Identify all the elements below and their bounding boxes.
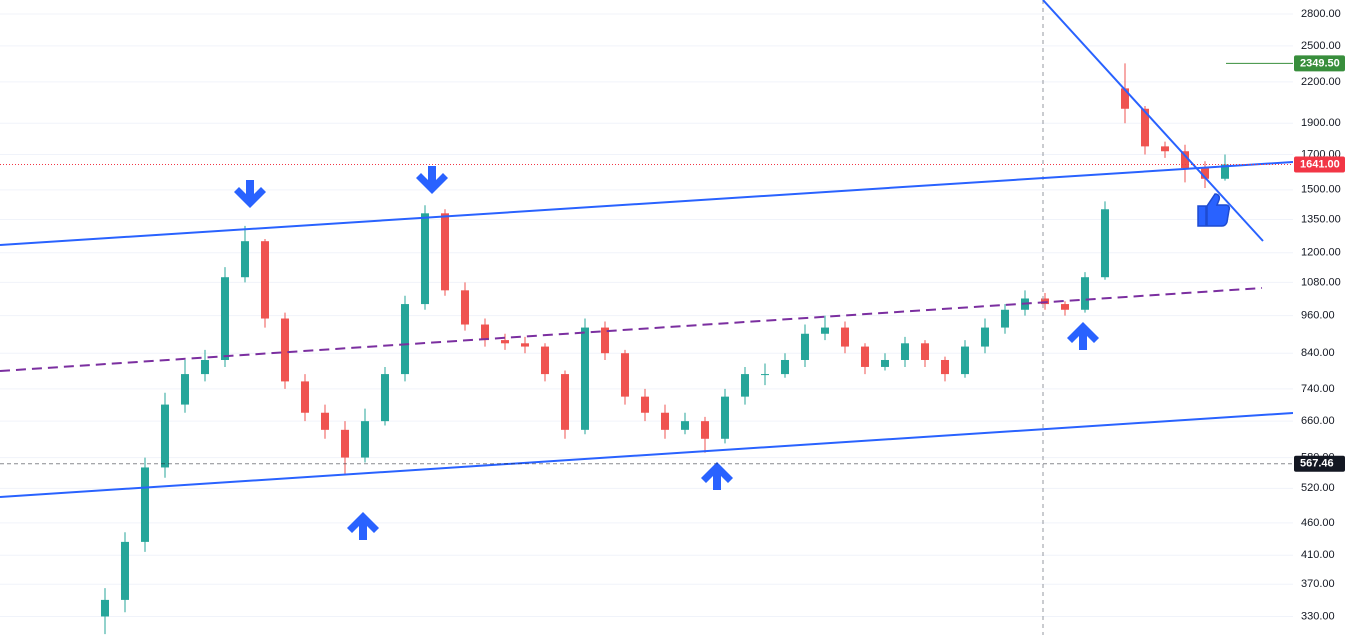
- arrows: [234, 166, 1099, 540]
- y-tick-label: 330.00: [1301, 610, 1335, 622]
- price-label: 2349.50: [1300, 57, 1340, 69]
- y-tick-label: 1200.00: [1301, 247, 1341, 259]
- candle-body: [101, 599, 109, 617]
- candle-body: [561, 374, 569, 430]
- price-label-box: [1294, 55, 1345, 72]
- candle-body: [181, 374, 189, 405]
- candle-body: [541, 346, 549, 375]
- y-tick-label: 520.00: [1301, 482, 1335, 494]
- y-tick-label: 2500.00: [1301, 40, 1341, 52]
- y-tick-label: 2800.00: [1301, 8, 1341, 20]
- arrow-up: [1067, 322, 1099, 350]
- arrow-up: [701, 462, 733, 490]
- candle-body: [361, 421, 369, 458]
- y-tick-label: 1350.00: [1301, 213, 1341, 225]
- candle-body: [721, 396, 729, 439]
- candle-body: [961, 346, 969, 375]
- price-label-box: [1294, 156, 1345, 173]
- y-tick-label: 1900.00: [1301, 117, 1341, 129]
- candle-body: [681, 421, 689, 430]
- candle-body: [221, 277, 229, 360]
- candle-body: [201, 359, 209, 375]
- candle-body: [121, 541, 129, 600]
- candle-body: [581, 327, 589, 430]
- candle-body: [1141, 108, 1149, 147]
- candle-body: [1001, 309, 1009, 328]
- candle-body: [901, 343, 909, 360]
- candle-body: [1061, 304, 1069, 310]
- candle-body: [761, 374, 769, 376]
- candle-body: [981, 327, 989, 347]
- candle-body: [461, 290, 469, 325]
- candle-body: [321, 412, 329, 430]
- candle-body: [941, 359, 949, 375]
- candle-body: [401, 304, 409, 375]
- price-label: 1641.00: [1300, 158, 1340, 170]
- candle-body: [821, 327, 829, 334]
- trend-line-falling: [1042, 0, 1264, 242]
- y-tick-label: 2200.00: [1301, 76, 1341, 88]
- y-tick-label: 660.00: [1301, 415, 1335, 427]
- y-tick-label: 410.00: [1301, 549, 1335, 561]
- candle-body: [241, 241, 249, 278]
- candle-body: [501, 340, 509, 344]
- candle-body: [261, 241, 269, 319]
- candle-body: [841, 327, 849, 347]
- candle-body: [741, 374, 749, 397]
- grid: [0, 13, 1293, 617]
- candle-body: [441, 213, 449, 291]
- candle-body: [1201, 168, 1209, 179]
- candles: [101, 63, 1229, 635]
- candle-body: [701, 421, 709, 439]
- y-tick-label: 1500.00: [1301, 184, 1341, 196]
- candle-body: [1221, 164, 1229, 179]
- candle-body: [381, 374, 389, 422]
- candle-body: [1101, 209, 1109, 278]
- candle-body: [161, 404, 169, 468]
- candle-body: [661, 412, 669, 430]
- y-tick-label: 960.00: [1301, 309, 1335, 321]
- price-label-box: [1294, 455, 1345, 472]
- candle-body: [141, 467, 149, 542]
- candle-body: [421, 213, 429, 305]
- y-tick-label: 460.00: [1301, 517, 1335, 529]
- candle-body: [921, 343, 929, 360]
- candle-body: [641, 396, 649, 413]
- candle-body: [281, 318, 289, 382]
- candle-body: [801, 333, 809, 360]
- candle-body: [481, 324, 489, 341]
- y-tick-label: 1080.00: [1301, 276, 1341, 288]
- candle-body: [861, 346, 869, 367]
- candle-body: [621, 353, 629, 397]
- candle-body: [1081, 277, 1089, 310]
- trend-line-lower: [0, 412, 1294, 498]
- arrow-down: [416, 166, 448, 194]
- y-tick-label: 740.00: [1301, 383, 1335, 395]
- price-axis: [1293, 0, 1345, 635]
- candle-body: [1161, 146, 1169, 152]
- arrow-up: [347, 512, 379, 540]
- candle-body: [521, 343, 529, 347]
- trend-line-upper: [0, 161, 1294, 246]
- y-tick-label: 370.00: [1301, 578, 1335, 590]
- candle-body: [601, 327, 609, 354]
- y-tick-label: 840.00: [1301, 347, 1335, 359]
- price-label: 567.46: [1300, 458, 1334, 470]
- candle-body: [1121, 88, 1129, 109]
- candle-body: [301, 381, 309, 413]
- arrow-down: [234, 180, 266, 208]
- candle-body: [341, 429, 349, 458]
- candle-body: [881, 359, 889, 367]
- thumbs-up-icon: [1197, 193, 1231, 227]
- candle-body: [1181, 151, 1189, 169]
- trend-line-middle: [0, 287, 1263, 372]
- candle-body: [781, 359, 789, 375]
